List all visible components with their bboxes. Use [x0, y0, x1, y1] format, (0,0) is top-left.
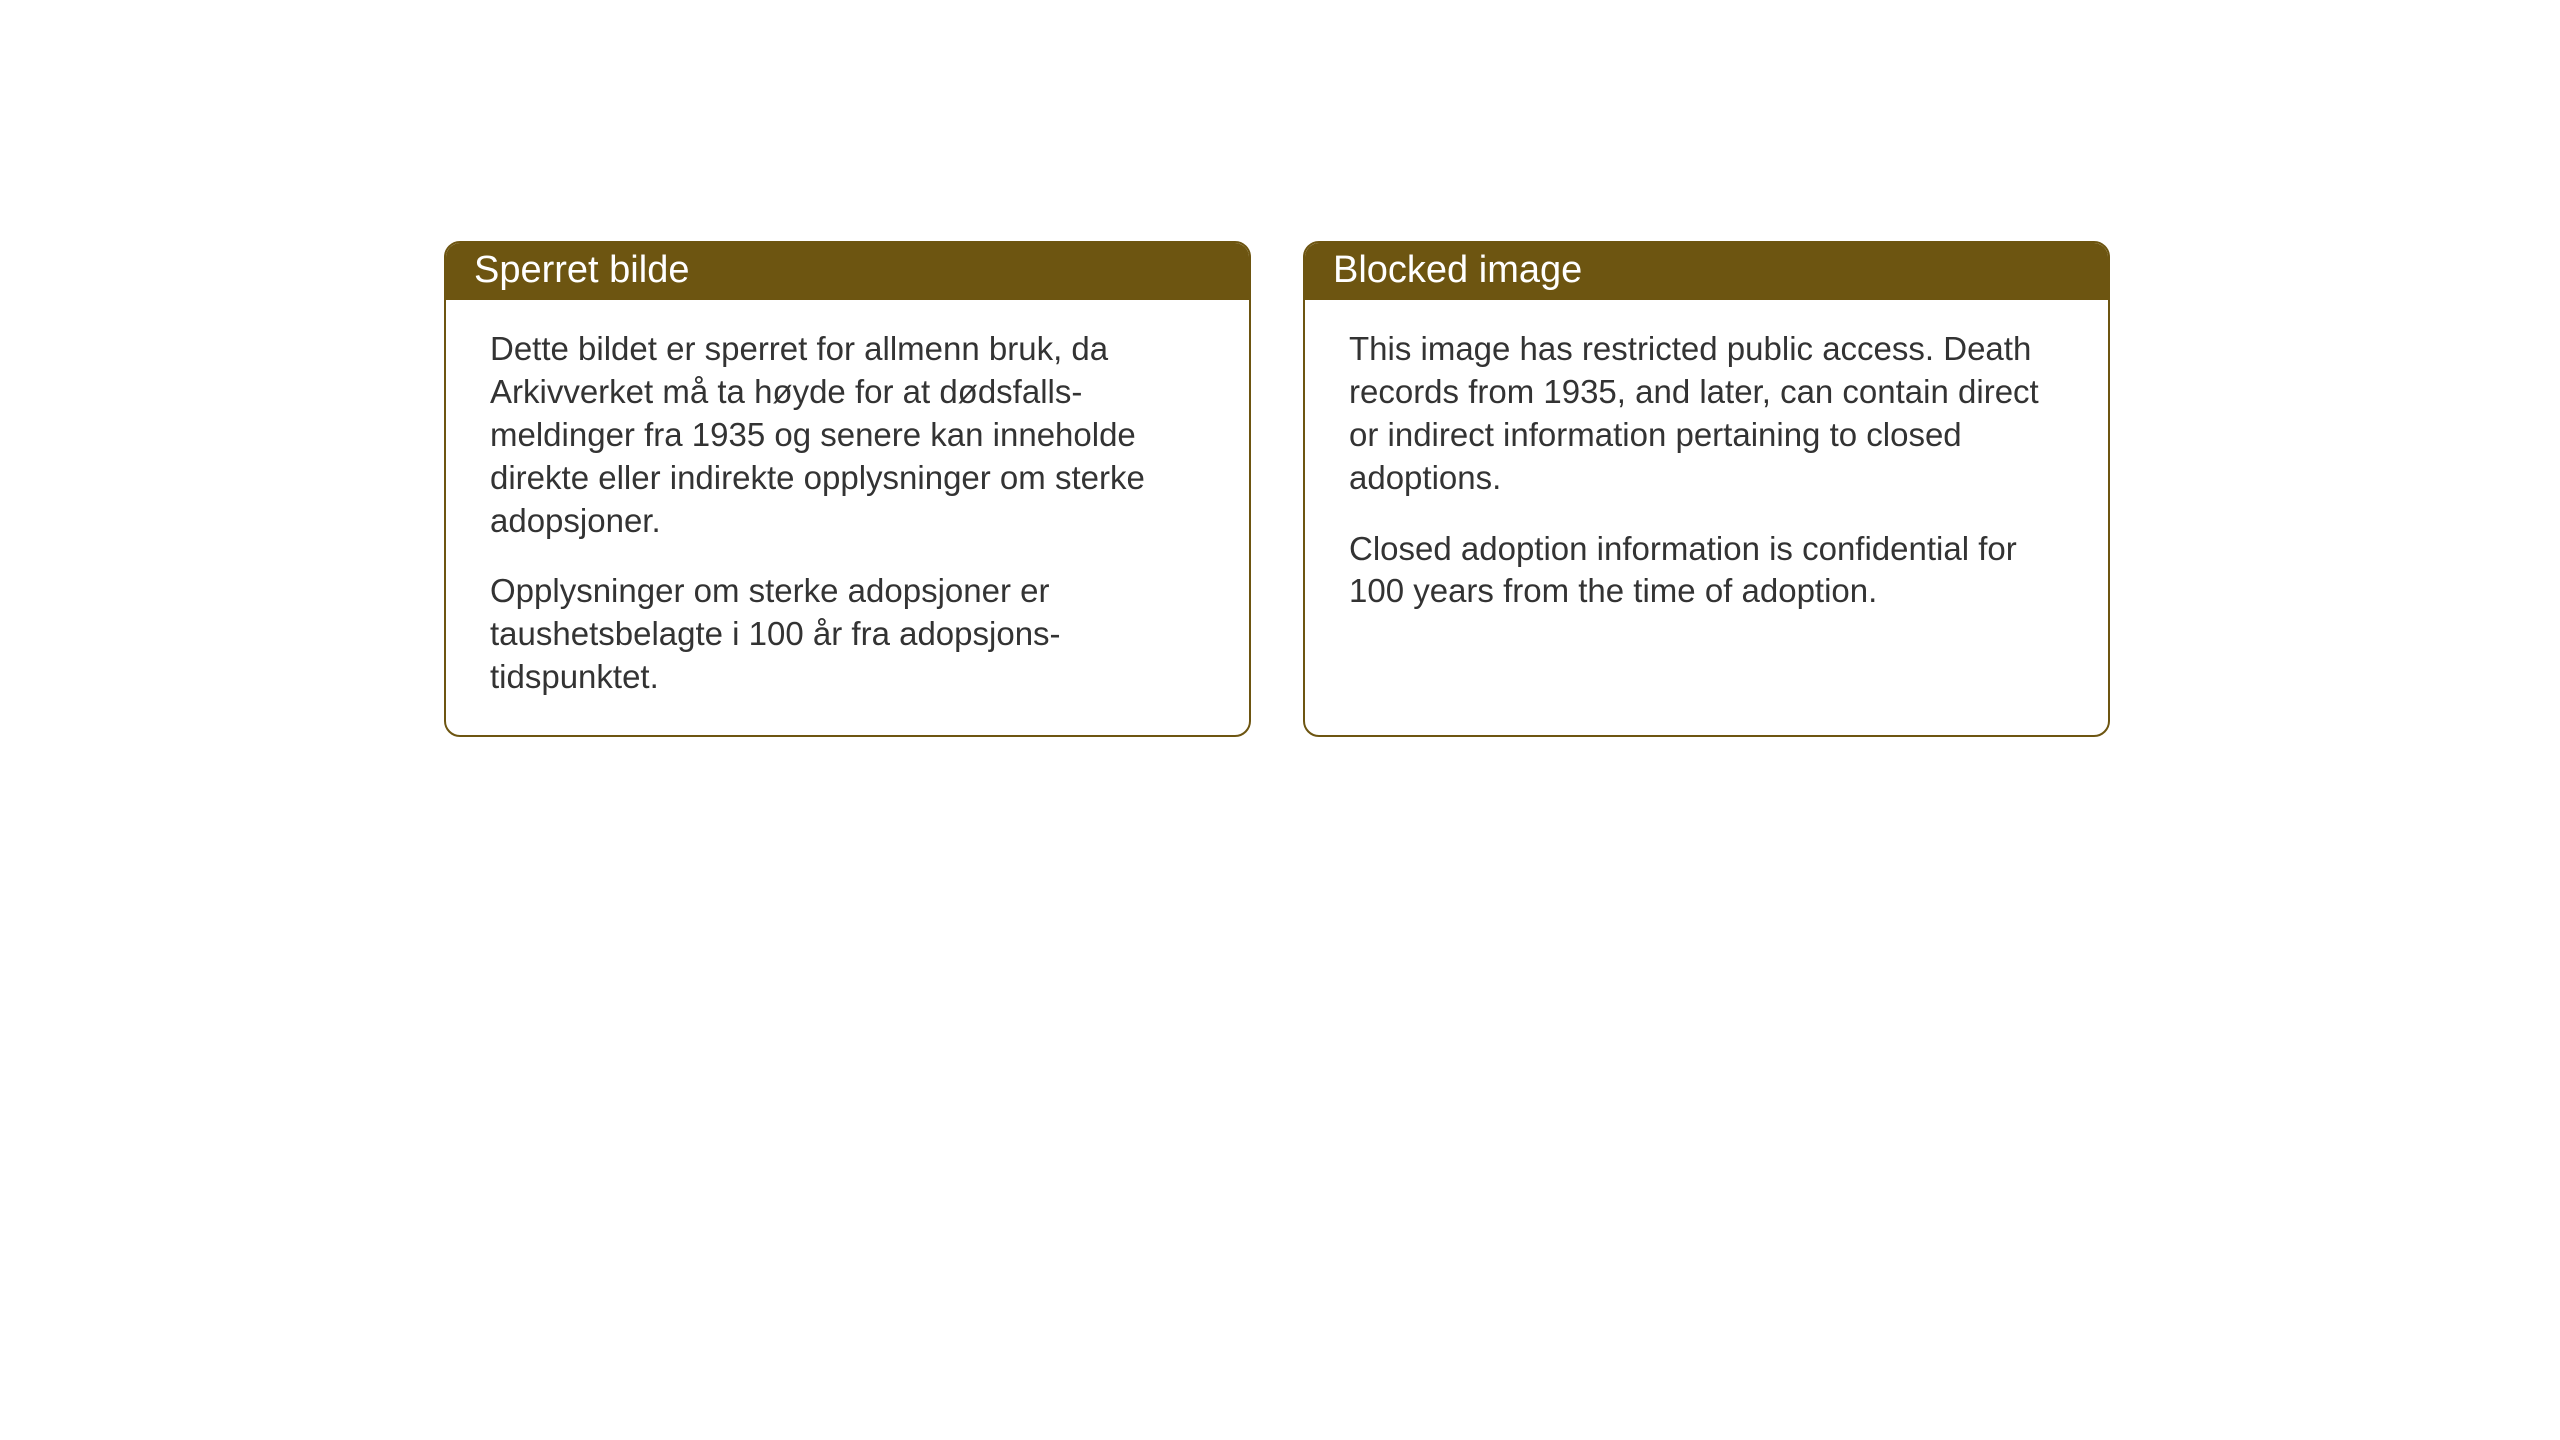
notice-container: Sperret bilde Dette bildet er sperret fo…: [444, 241, 2110, 737]
card-paragraph-2-english: Closed adoption information is confident…: [1349, 528, 2064, 614]
card-paragraph-1-english: This image has restricted public access.…: [1349, 328, 2064, 500]
card-header-norwegian: Sperret bilde: [446, 243, 1249, 300]
notice-card-norwegian: Sperret bilde Dette bildet er sperret fo…: [444, 241, 1251, 737]
card-paragraph-2-norwegian: Opplysninger om sterke adopsjoner er tau…: [490, 570, 1205, 699]
card-body-norwegian: Dette bildet er sperret for allmenn bruk…: [446, 300, 1249, 735]
card-body-english: This image has restricted public access.…: [1305, 300, 2108, 649]
card-title-norwegian: Sperret bilde: [474, 249, 689, 291]
card-header-english: Blocked image: [1305, 243, 2108, 300]
card-paragraph-1-norwegian: Dette bildet er sperret for allmenn bruk…: [490, 328, 1205, 542]
notice-card-english: Blocked image This image has restricted …: [1303, 241, 2110, 737]
card-title-english: Blocked image: [1333, 249, 1582, 291]
